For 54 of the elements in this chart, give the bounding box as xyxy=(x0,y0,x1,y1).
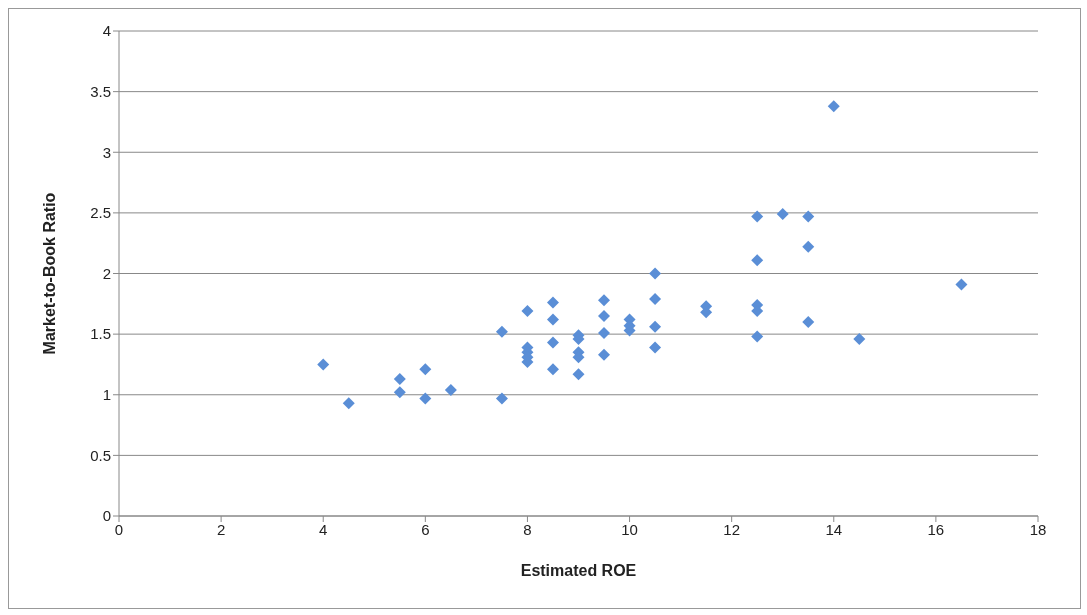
point xyxy=(546,296,559,309)
point xyxy=(572,368,585,381)
point xyxy=(393,386,406,399)
y-tick-label: 1 xyxy=(102,386,111,404)
point xyxy=(853,332,866,345)
point xyxy=(521,305,534,318)
x-tick-label: 10 xyxy=(621,520,638,538)
point xyxy=(649,292,662,305)
point xyxy=(342,397,355,410)
point xyxy=(393,372,406,385)
x-tick-label: 18 xyxy=(1029,520,1047,538)
x-axis-title: Estimated ROE xyxy=(520,562,637,579)
point xyxy=(495,392,508,405)
x-tick-label: 12 xyxy=(723,520,741,538)
point xyxy=(649,320,662,333)
x-tick-label: 14 xyxy=(825,520,843,538)
x-tick-label: 4 xyxy=(319,520,328,538)
point xyxy=(546,363,559,376)
point xyxy=(802,240,815,253)
y-tick-label: 2.5 xyxy=(90,204,111,222)
x-tick-label: 2 xyxy=(216,520,226,538)
x-tick-label: 8 xyxy=(523,520,532,538)
point xyxy=(598,326,611,339)
y-tick-label: 0.5 xyxy=(90,446,111,464)
y-tick-label: 0 xyxy=(102,507,111,525)
point xyxy=(776,208,789,221)
x-tick-label: 0 xyxy=(114,520,124,538)
point xyxy=(598,348,611,361)
point xyxy=(649,267,662,280)
point xyxy=(598,309,611,322)
point xyxy=(649,341,662,354)
y-tick-label: 3.5 xyxy=(90,82,111,100)
y-axis-title: Market-to-Book Ratio xyxy=(40,192,58,355)
y-tick-label: 3 xyxy=(102,143,111,161)
point xyxy=(546,313,559,326)
x-tick-label: 6 xyxy=(421,520,430,538)
y-tick-label: 1.5 xyxy=(90,325,111,343)
point xyxy=(419,363,432,376)
point xyxy=(955,278,968,291)
point xyxy=(802,210,815,223)
y-tick-label: 2 xyxy=(102,264,111,282)
point xyxy=(598,294,611,307)
point xyxy=(419,392,432,405)
point xyxy=(317,358,330,371)
point xyxy=(546,336,559,349)
point xyxy=(751,210,764,223)
point xyxy=(444,383,457,396)
y-tick-label: 4 xyxy=(102,22,111,40)
x-tick-label: 16 xyxy=(927,520,945,538)
point xyxy=(495,325,508,338)
point xyxy=(751,254,764,267)
point xyxy=(751,330,764,343)
point xyxy=(802,316,815,328)
point xyxy=(827,100,840,113)
